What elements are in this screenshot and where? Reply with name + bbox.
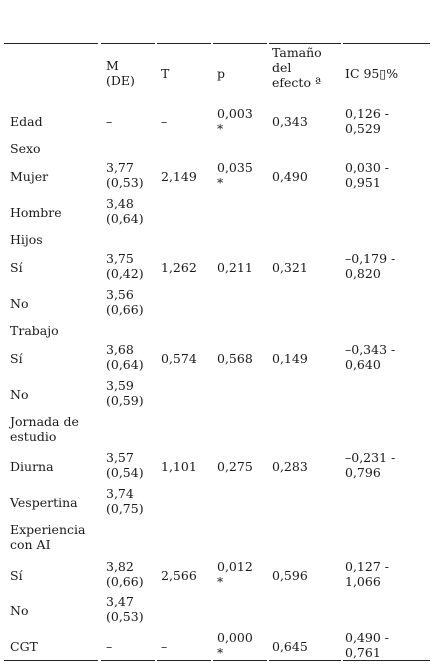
top-rule <box>157 43 211 44</box>
top-rule <box>343 43 430 44</box>
cell-ic: 0,490 - 0,761 <box>345 630 389 660</box>
cell-ic: 0,127 - 1,066 <box>345 559 389 589</box>
cell-ic: 0,030 - 0,951 <box>345 160 389 190</box>
cell-m: 3,68 (0,64) <box>106 342 144 372</box>
cell-m: 3,48 (0,64) <box>106 196 144 226</box>
cell-m: – <box>106 114 113 129</box>
cell-p: 0,568 <box>217 351 253 366</box>
cell-m: 3,59 (0,59) <box>106 378 144 408</box>
bottom-rule <box>4 660 98 661</box>
cell-t: – <box>161 114 168 129</box>
bottom-rule <box>101 660 155 661</box>
cell-m: 3,57 (0,54) <box>106 450 144 480</box>
cell-efecto: 0,490 <box>272 169 308 184</box>
top-rule <box>101 43 155 44</box>
top-rule <box>269 43 341 44</box>
row-label: Trabajo <box>10 323 59 338</box>
bottom-rule <box>213 660 267 661</box>
header-p: p <box>217 66 226 81</box>
cell-t: 1,101 <box>161 459 197 474</box>
row-label: Sí <box>10 351 23 366</box>
row-label: Edad <box>10 114 43 129</box>
cell-m: – <box>106 639 113 654</box>
cell-m: 3,47 (0,53) <box>106 594 144 624</box>
cell-ic: –0,343 - 0,640 <box>345 342 396 372</box>
cell-m: 3,75 (0,42) <box>106 251 144 281</box>
cell-p: 0,012 * <box>217 559 253 589</box>
row-label: Vespertina <box>10 495 78 510</box>
cell-ic: –0,231 - 0,796 <box>345 450 396 480</box>
bottom-rule <box>269 660 341 661</box>
row-label: Jornada de estudio <box>10 414 79 444</box>
cell-efecto: 0,596 <box>272 568 308 583</box>
top-rule <box>4 43 98 44</box>
cell-t: – <box>161 639 168 654</box>
row-label: Sexo <box>10 141 41 156</box>
row-label: No <box>10 296 29 311</box>
bottom-rule <box>157 660 211 661</box>
cell-ic: –0,179 - 0,820 <box>345 251 396 281</box>
cell-efecto: 0,283 <box>272 459 308 474</box>
cell-m: 3,74 (0,75) <box>106 486 144 516</box>
cell-p: 0,211 <box>217 260 253 275</box>
cell-efecto: 0,645 <box>272 639 308 654</box>
header-t: T <box>161 66 170 81</box>
cell-p: 0,000 * <box>217 630 253 660</box>
row-label: No <box>10 603 29 618</box>
cell-t: 0,574 <box>161 351 197 366</box>
row-label: CGT <box>10 639 38 654</box>
cell-p: 0,275 <box>217 459 253 474</box>
cell-ic: 0,126 - 0,529 <box>345 106 389 136</box>
cell-efecto: 0,149 <box>272 351 308 366</box>
row-label: Experiencia con AI <box>10 522 86 552</box>
cell-m: 3,82 (0,66) <box>106 559 144 589</box>
cell-t: 2,149 <box>161 169 197 184</box>
top-rule <box>213 43 267 44</box>
cell-efecto: 0,343 <box>272 114 308 129</box>
row-label: Sí <box>10 260 23 275</box>
row-label: Hombre <box>10 205 62 220</box>
bottom-rule <box>343 660 430 661</box>
row-label: Diurna <box>10 459 54 474</box>
cell-t: 1,262 <box>161 260 197 275</box>
header-m: M (DE) <box>106 58 135 88</box>
cell-p: 0,003 * <box>217 106 253 136</box>
row-label: Mujer <box>10 169 49 184</box>
row-label: Sí <box>10 568 23 583</box>
cell-efecto: 0,321 <box>272 260 308 275</box>
row-label: Hijos <box>10 232 43 247</box>
cell-m: 3,77 (0,53) <box>106 160 144 190</box>
cell-p: 0,035 * <box>217 160 253 190</box>
header-efecto: Tamaño del efecto ª <box>272 45 322 90</box>
table-header: M (DE) T p Tamaño del efecto ª IC 95▯% <box>4 45 430 109</box>
cell-t: 2,566 <box>161 568 197 583</box>
row-label: No <box>10 387 29 402</box>
cell-m: 3,56 (0,66) <box>106 287 144 317</box>
header-ic: IC 95▯% <box>345 66 399 81</box>
